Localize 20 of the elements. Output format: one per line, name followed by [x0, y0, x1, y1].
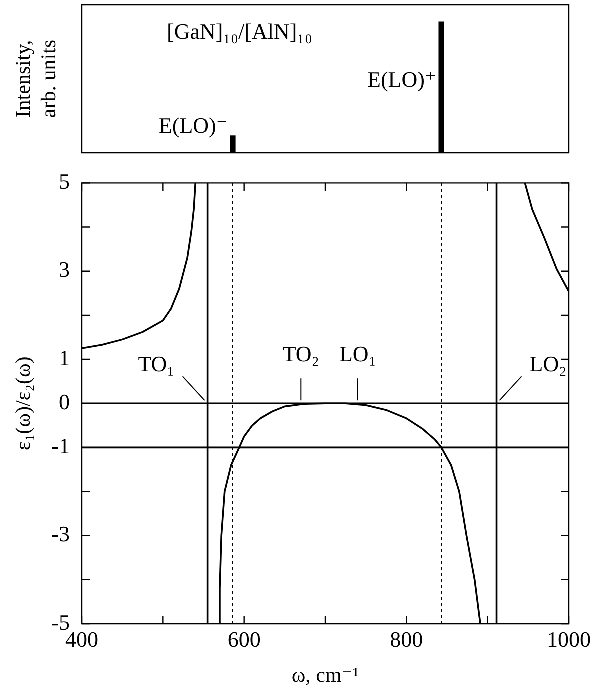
- y-tick-label: -3: [52, 522, 70, 547]
- y-tick-label: -1: [52, 433, 70, 458]
- y-tick-label: -5: [52, 610, 70, 635]
- y-tick-label: 1: [59, 345, 70, 370]
- annotation: [GaN]₁₀/[AlN]₁₀: [167, 18, 313, 44]
- y-tick-label: 5: [59, 168, 70, 194]
- annotation: TO₁: [138, 351, 175, 376]
- annotation: E(LO)⁺: [368, 66, 437, 92]
- annotation: E(LO)⁻: [158, 112, 228, 138]
- y-tick-label: 0: [59, 389, 70, 414]
- y-axis-title: ε₁(ω)/ε₂(ω): [11, 356, 36, 450]
- x-tick-label: 1000: [547, 626, 591, 652]
- annotation: LO₂: [530, 351, 567, 376]
- annotation: LO₁: [339, 341, 376, 366]
- x-axis-title: ω, cm⁻¹: [292, 662, 360, 687]
- annotation: TO₂: [282, 341, 320, 366]
- x-tick-label: 600: [228, 626, 261, 652]
- x-tick-label: 800: [390, 626, 424, 652]
- y-axis-title: Intensity, arb. units: [11, 40, 60, 118]
- y-tick-label: 3: [59, 257, 70, 282]
